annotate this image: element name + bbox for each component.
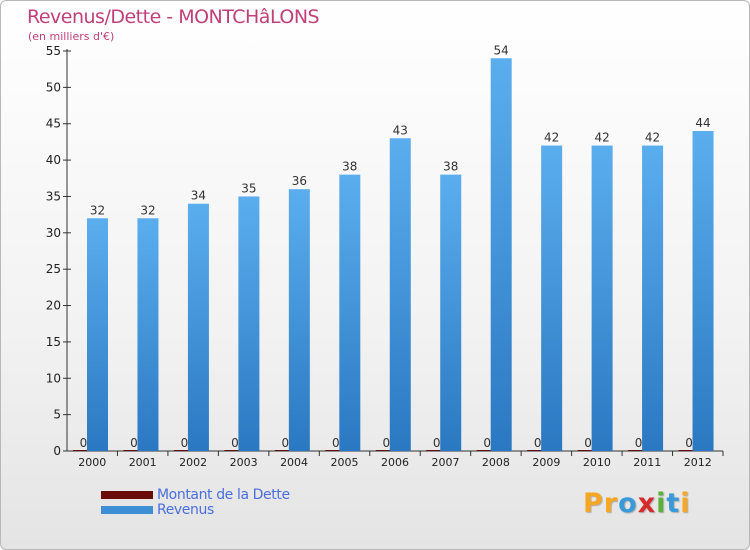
dette-bar (527, 450, 549, 451)
x-tick-label: 2010 (583, 456, 611, 469)
revenus-bar (87, 218, 108, 451)
dette-bar (577, 450, 599, 451)
revenus-value-label: 38 (443, 160, 458, 174)
y-tick-label: 25 (46, 262, 61, 276)
revenus-value-label: 42 (544, 131, 559, 145)
revenus-bar (137, 218, 159, 451)
legend-item-revenus: Revenus (101, 501, 290, 518)
revenus-value-label: 36 (292, 174, 307, 188)
x-tick-label: 2002 (179, 456, 207, 469)
y-tick-label: 50 (46, 80, 61, 94)
logo-letter: x (637, 488, 657, 519)
revenus-value-label: 54 (494, 43, 509, 57)
y-tick-label: 45 (46, 117, 61, 131)
revenus-bar (692, 131, 714, 451)
dette-bar (426, 450, 448, 451)
y-tick-label: 0 (53, 444, 61, 458)
revenus-value-label: 44 (695, 116, 710, 130)
dette-bar (325, 450, 347, 451)
legend-item-dette: Montant de la Dette (101, 486, 290, 503)
dette-value-label: 0 (282, 436, 290, 450)
logo-letter: i (680, 488, 691, 519)
proxiti-logo: Proxiti (583, 488, 691, 519)
dette-bar (628, 450, 650, 451)
revenus-value-label: 35 (241, 181, 256, 195)
revenus-bar (591, 145, 613, 451)
x-tick-label: 2004 (280, 456, 308, 469)
dette-bar (274, 450, 296, 451)
legend-swatch-revenus (101, 505, 153, 514)
chart-title: Revenus/Dette - MONTCHâLONS (27, 6, 320, 28)
logo-letter: P (583, 488, 604, 519)
x-tick-label: 2012 (684, 456, 712, 469)
x-tick-label: 2008 (482, 456, 510, 469)
y-tick-label: 40 (46, 153, 61, 167)
revenus-bar (490, 58, 512, 451)
x-tick-label: 2005 (331, 456, 359, 469)
x-tick-label: 2007 (431, 456, 459, 469)
x-tick-label: 2011 (633, 456, 661, 469)
revenus-bar (288, 189, 310, 451)
logo-letter: t (666, 488, 681, 519)
y-tick-label: 30 (46, 226, 61, 240)
revenus-bar (642, 145, 664, 451)
dette-bar (73, 450, 94, 451)
dette-bar (224, 450, 246, 451)
dette-value-label: 0 (483, 436, 491, 450)
revenus-bar (389, 138, 411, 452)
revenus-value-label: 32 (140, 203, 155, 217)
y-tick-label: 20 (46, 299, 61, 313)
y-tick-label: 5 (53, 408, 61, 422)
y-tick-label: 15 (46, 335, 61, 349)
dette-bar (678, 450, 700, 451)
logo-letter: o (618, 488, 638, 519)
dette-value-label: 0 (433, 436, 441, 450)
revenus-value-label: 34 (191, 189, 206, 203)
revenus-value-label: 32 (90, 203, 105, 217)
legend-swatch-dette (101, 490, 153, 499)
x-tick-label: 2001 (129, 456, 157, 469)
x-tick-label: 2006 (381, 456, 409, 469)
dette-value-label: 0 (685, 436, 693, 450)
dette-value-label: 0 (332, 436, 340, 450)
dette-value-label: 0 (181, 436, 189, 450)
revenus-bar (238, 196, 260, 451)
revenus-bar (187, 203, 209, 451)
revenus-value-label: 38 (342, 160, 357, 174)
logo-letter: r (603, 488, 619, 519)
legend-label-dette: Montant de la Dette (157, 486, 290, 503)
dette-value-label: 0 (534, 436, 542, 450)
chart-subtitle: (en milliers d'€) (28, 30, 115, 43)
dette-bar (173, 450, 195, 451)
x-tick-label: 2000 (78, 456, 106, 469)
dette-value-label: 0 (80, 436, 88, 450)
revenus-value-label: 42 (594, 131, 609, 145)
y-tick-label: 35 (46, 189, 61, 203)
dette-value-label: 0 (382, 436, 390, 450)
dette-bar (123, 450, 145, 451)
dette-bar (476, 450, 498, 451)
revenus-bar (541, 145, 563, 451)
revenus-value-label: 42 (645, 131, 660, 145)
revenus-value-label: 43 (393, 123, 408, 137)
dette-value-label: 0 (584, 436, 592, 450)
revenus-bar (440, 174, 462, 452)
dette-value-label: 0 (130, 436, 138, 450)
dette-bar (375, 450, 397, 451)
x-tick-label: 2003 (230, 456, 258, 469)
revenus-bar (339, 174, 361, 452)
legend-label-revenus: Revenus (157, 501, 214, 518)
dette-value-label: 0 (231, 436, 239, 450)
chart-legend: Montant de la Dette Revenus (101, 486, 290, 518)
x-tick-label: 2009 (532, 456, 560, 469)
y-tick-label: 55 (46, 44, 61, 58)
logo-letter: i (656, 488, 667, 519)
dette-value-label: 0 (635, 436, 643, 450)
y-tick-label: 10 (46, 371, 61, 385)
